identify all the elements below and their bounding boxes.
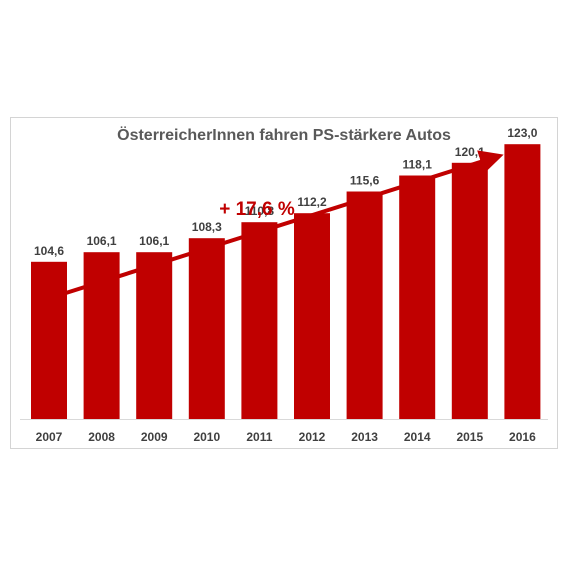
value-label-2013: 115,6 [350, 174, 380, 188]
value-label-2008: 106,1 [87, 234, 117, 248]
bar-2012 [294, 213, 330, 419]
x-tick-label-2012: 2012 [299, 430, 326, 444]
x-tick-label-2013: 2013 [351, 430, 378, 444]
bar-2015 [451, 162, 488, 420]
x-tick-label-2016: 2016 [509, 430, 536, 444]
chart-title: ÖsterreicherInnen fahren PS-stärkere Aut… [117, 127, 451, 144]
value-label-2009: 106,1 [139, 234, 169, 248]
value-label-2016: 123,0 [507, 126, 537, 140]
value-label-2012: 112,2 [297, 195, 327, 209]
x-tick-label-2015: 2015 [456, 430, 483, 444]
bar-2016 [504, 144, 541, 419]
x-tick-label-2007: 2007 [36, 430, 63, 444]
trend-arrow [49, 150, 504, 300]
growth-annotation: + 17,6 % [219, 199, 295, 220]
value-label-2015: 120,1 [455, 145, 485, 159]
value-label-2010: 108,3 [192, 220, 222, 234]
x-axis-ticks-group: 2007 2008 2009 2010 2011 2012 2013 2014 2015 2016 [36, 430, 536, 444]
value-label-2011: 110,8 [245, 204, 275, 218]
bars-group [31, 144, 541, 420]
bar-2009 [136, 252, 173, 419]
bar-2011 [241, 222, 278, 419]
x-tick-label-2010: 2010 [193, 430, 220, 444]
bar-2007 [31, 261, 67, 419]
x-tick-label-2014: 2014 [404, 430, 431, 444]
value-label-2007: 104,6 [34, 244, 64, 258]
value-label-2014: 118,1 [403, 158, 433, 172]
bar-2013 [346, 191, 383, 419]
bar-2010 [188, 238, 225, 419]
value-labels-group: 104,6 106,1 106,1 108,3 110,8 112,2 115,6 118,1… [34, 126, 538, 258]
x-tick-label-2008: 2008 [88, 430, 115, 444]
x-tick-label-2011: 2011 [246, 430, 272, 444]
x-tick-label-2009: 2009 [141, 430, 168, 444]
bar-2014 [399, 175, 436, 419]
